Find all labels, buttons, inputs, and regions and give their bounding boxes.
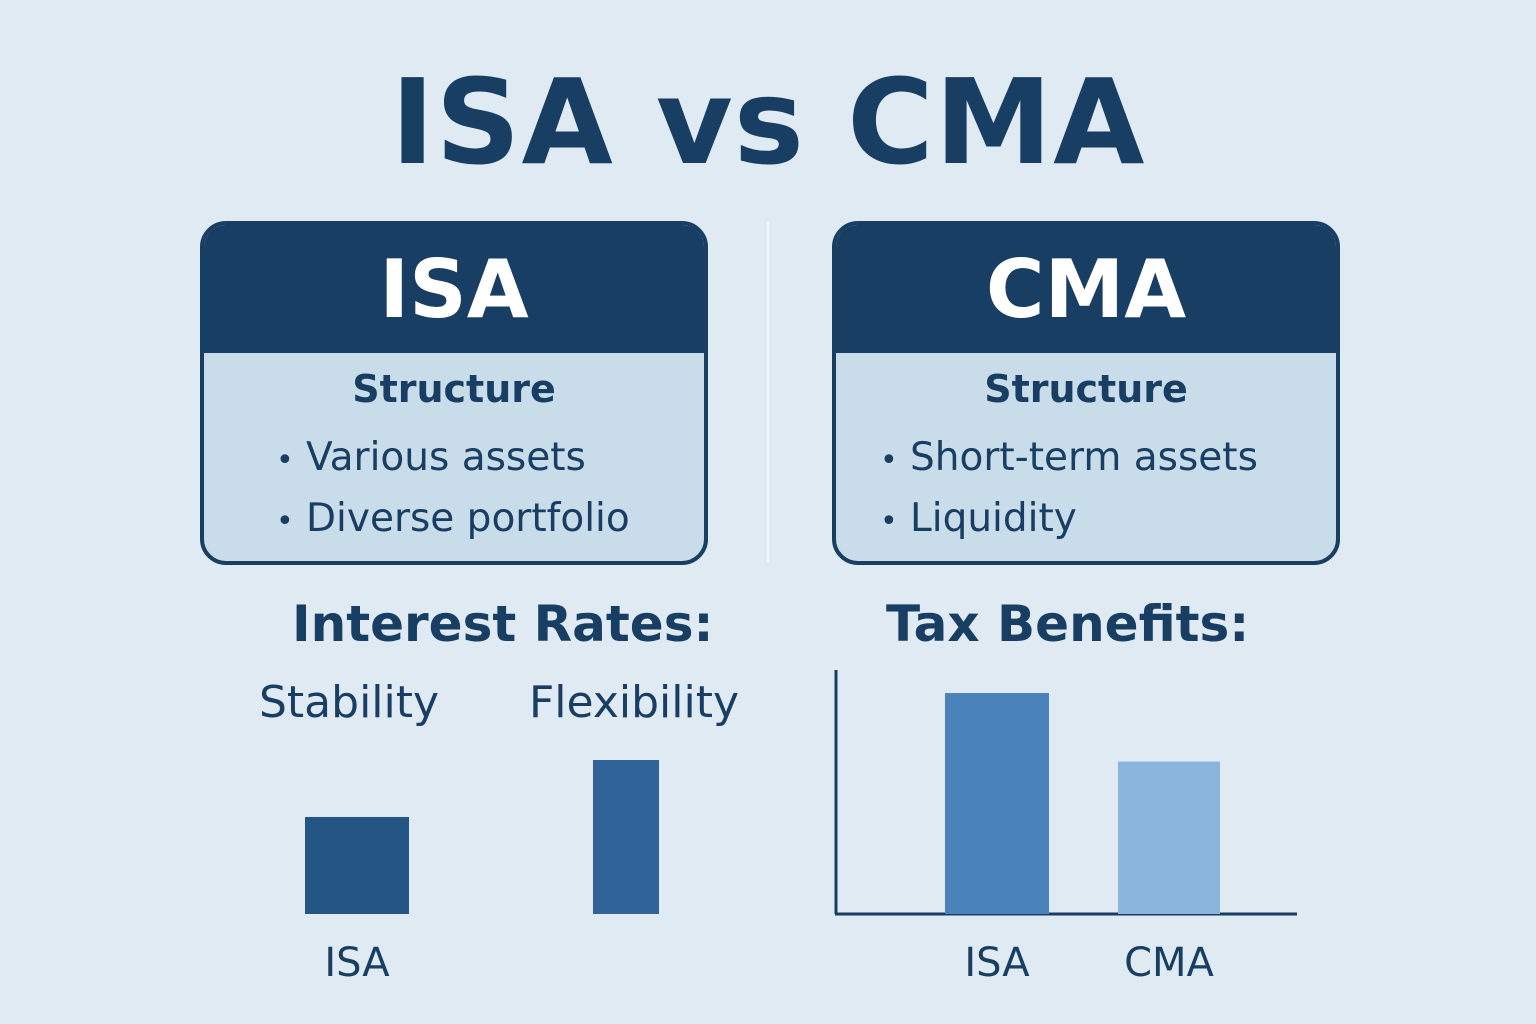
cma-card-body: Structure • Short-term assets • Liquidity [836, 369, 1336, 551]
list-item: • Liquidity [880, 490, 1336, 551]
bar-isa [305, 816, 409, 914]
list-item-label: Diverse portfolio [306, 496, 630, 541]
cma-card: CMA Structure • Short-term assets • Liquid… [832, 221, 1340, 565]
tick-label-cma: CMA [1124, 940, 1214, 986]
bullet-icon: • [880, 443, 898, 478]
tick-label-isa: ISA [964, 940, 1030, 986]
isa-card: ISA Structure • Various assets • Diverse p… [200, 221, 708, 565]
interest-rates-heading: Interest Rates: [292, 595, 714, 653]
isa-card-section-title: Structure [352, 367, 556, 411]
tax-benefits-heading: Tax Benefits: [886, 595, 1250, 653]
cma-card-header: CMA [836, 225, 1336, 353]
isa-card-header: ISA [204, 225, 704, 353]
cma-card-list: • Short-term assets • Liquidity [836, 429, 1336, 551]
flexibility-label: Flexibility [529, 677, 739, 728]
cma-card-section-title: Structure [984, 367, 1188, 411]
interest-rates-chart: ISA [305, 760, 659, 986]
center-divider [767, 222, 769, 562]
bar-cma [1118, 761, 1220, 914]
bullet-icon: • [276, 504, 294, 539]
list-item: • Short-term assets [880, 429, 1336, 490]
bar-series-2 [593, 760, 659, 914]
isa-card-body: Structure • Various assets • Diverse portf… [204, 369, 704, 551]
list-item: • Various assets [276, 429, 704, 490]
bullet-icon: • [880, 504, 898, 539]
tick-label-isa: ISA [324, 940, 390, 986]
list-item: • Diverse portfolio [276, 490, 704, 551]
bullet-icon: • [276, 443, 294, 478]
page-title: ISA vs CMA [390, 53, 1146, 191]
stability-label: Stability [259, 677, 440, 728]
list-item-label: Various assets [306, 435, 586, 480]
bar-isa [945, 693, 1049, 914]
list-item-label: Short-term assets [910, 435, 1258, 480]
tax-benefits-chart: ISA CMA [834, 670, 1297, 986]
list-item-label: Liquidity [910, 496, 1077, 541]
isa-card-list: • Various assets • Diverse portfolio [204, 429, 704, 551]
